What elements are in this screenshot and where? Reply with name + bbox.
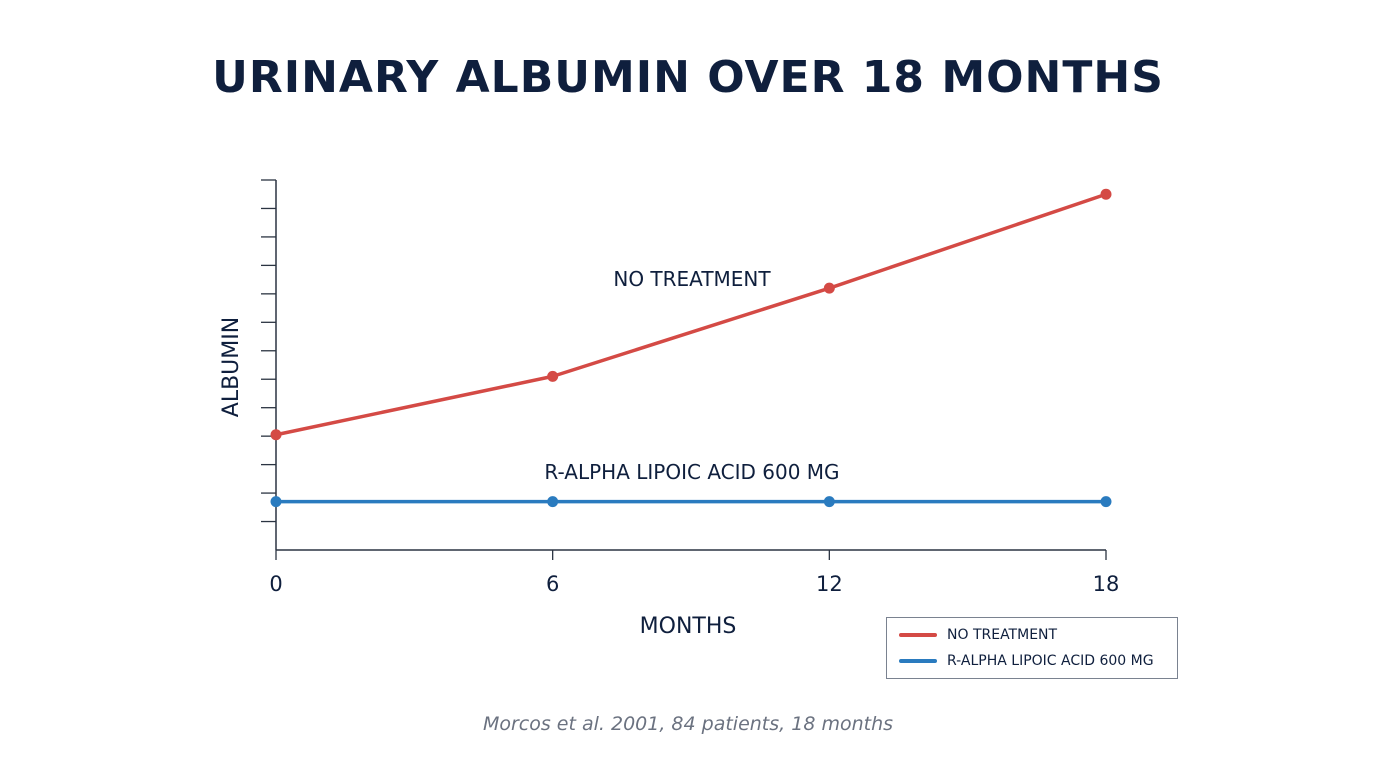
- data-point: [1100, 188, 1112, 200]
- series-label: R-ALPHA LIPOIC ACID 600 MG: [544, 460, 839, 484]
- series-line: [274, 192, 1108, 437]
- series-label: NO TREATMENT: [613, 267, 771, 291]
- chart-title: URINARY ALBUMIN OVER 18 MONTHS: [212, 52, 1164, 103]
- data-point: [547, 370, 559, 382]
- legend-item-lipoic-acid: R-ALPHA LIPOIC ACID 600 MG: [899, 653, 1154, 669]
- legend-label: R-ALPHA LIPOIC ACID 600 MG: [947, 653, 1154, 669]
- x-tick-label: 18: [1093, 572, 1120, 596]
- x-tick-label: 0: [269, 572, 282, 596]
- legend-item-no-treatment: NO TREATMENT: [899, 627, 1057, 643]
- chart-legend: NO TREATMENT R-ALPHA LIPOIC ACID 600 MG: [886, 617, 1178, 679]
- data-point: [1100, 496, 1112, 508]
- legend-swatch: [899, 659, 937, 663]
- data-point: [823, 496, 835, 508]
- series-lines: [274, 192, 1108, 504]
- x-tick-label: 12: [816, 572, 843, 596]
- y-axis-label: ALBUMIN: [219, 317, 244, 417]
- data-point: [547, 496, 559, 508]
- data-point: [270, 429, 282, 441]
- legend-swatch: [899, 633, 937, 637]
- data-point: [823, 282, 835, 294]
- data-point: [270, 496, 282, 508]
- x-tick-label: 6: [546, 572, 559, 596]
- source-note: Morcos et al. 2001, 84 patients, 18 mont…: [482, 713, 894, 735]
- series-labels: NO TREATMENT R-ALPHA LIPOIC ACID 600 MG: [544, 267, 839, 484]
- x-axis-label: MONTHS: [640, 614, 737, 639]
- chart-axes: 0 6 12 18: [261, 179, 1120, 596]
- legend-label: NO TREATMENT: [947, 627, 1058, 643]
- series-points: [270, 188, 1112, 508]
